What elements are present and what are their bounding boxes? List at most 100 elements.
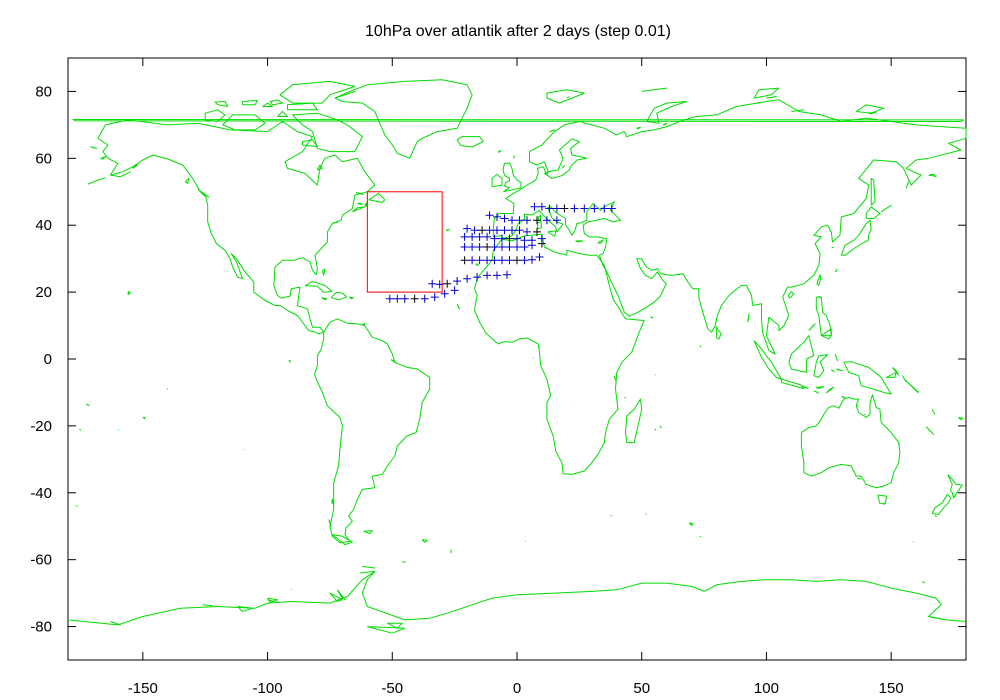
region-box xyxy=(366,191,443,293)
coastline-new-caledonia xyxy=(925,426,935,435)
coastline-puerto-rico xyxy=(349,296,354,300)
data-point xyxy=(500,214,509,223)
coastline-kolguev xyxy=(636,126,641,130)
data-point xyxy=(490,234,499,243)
coastline-sao-tome xyxy=(532,357,535,359)
coastline-melville xyxy=(841,396,846,398)
coastline-vancouver xyxy=(197,188,210,198)
data-point xyxy=(410,294,419,303)
data-point xyxy=(505,256,514,265)
coastline-new-zealand-north xyxy=(947,474,963,499)
coastline-alaska-peninsula xyxy=(110,171,131,178)
data-point xyxy=(485,211,494,220)
coastline-buru xyxy=(830,369,835,373)
coastline-sumatra xyxy=(753,340,782,380)
coastline-reunion xyxy=(654,428,657,431)
data-point xyxy=(420,294,429,303)
coastline-taymyr-isle xyxy=(791,109,805,112)
coastline-aleutians xyxy=(87,177,106,185)
data-point xyxy=(428,279,437,288)
y-tick-label: -20 xyxy=(30,418,52,435)
coastline-nova-scotia xyxy=(352,206,366,213)
data-point xyxy=(513,256,521,265)
coastline-samoa xyxy=(85,403,90,406)
coastline-bahrain xyxy=(642,271,644,273)
coastline-wellington-isle xyxy=(328,519,332,527)
data-point xyxy=(590,204,599,213)
coastline-hudson-isle xyxy=(316,164,323,171)
coastline-svalbard xyxy=(546,89,585,104)
coastline-hainan xyxy=(787,291,795,299)
data-point xyxy=(483,256,492,265)
coastline-bioko xyxy=(537,346,540,349)
data-point xyxy=(535,253,544,261)
coastline-canada-arctic-5 xyxy=(262,102,273,107)
data-point xyxy=(460,232,469,241)
coastline-greenland-ice-west xyxy=(334,90,356,99)
data-point xyxy=(513,243,521,251)
y-tick-label: 60 xyxy=(35,150,52,167)
coastline-groote xyxy=(856,404,859,407)
y-tick-label: 80 xyxy=(35,83,52,100)
coastline-java xyxy=(780,378,804,389)
data-point xyxy=(552,204,561,213)
coastline-canada-arctic-1 xyxy=(242,100,259,106)
coastline-comoros xyxy=(624,396,626,399)
data-point xyxy=(570,204,579,213)
data-point xyxy=(500,226,509,235)
coastline-cape-breton xyxy=(364,201,368,207)
y-tick-label: 40 xyxy=(35,217,52,234)
data-point xyxy=(520,256,529,265)
coastline-mindanao xyxy=(821,328,832,337)
coastline-tasmania xyxy=(877,494,888,505)
chart-title: 10hPa over atlantik after 2 days (step 0… xyxy=(365,23,671,40)
coastline-ellesmere xyxy=(279,80,356,104)
data-point xyxy=(393,294,402,303)
coastline-fraser xyxy=(898,441,900,446)
coastline-canada-arctic-2 xyxy=(269,99,283,106)
coastline-zanzibar xyxy=(613,375,616,381)
data-point xyxy=(520,236,529,245)
coastline-new-britain xyxy=(885,371,897,378)
data-point xyxy=(528,236,536,245)
x-tick-label: -50 xyxy=(381,680,403,697)
data-point xyxy=(463,274,472,283)
coastline-franz-josef xyxy=(641,87,668,92)
data-point xyxy=(530,202,539,211)
coastline-lombok xyxy=(805,386,809,390)
coastline-south-georgia xyxy=(421,539,428,543)
coastline-chatham xyxy=(75,505,78,507)
data-point xyxy=(533,216,541,225)
coastline-kodiak xyxy=(132,164,139,169)
coastline-chiloe xyxy=(331,498,335,505)
coastline-sicily xyxy=(547,230,557,237)
coastline-berkner-isle xyxy=(387,622,403,629)
data-point xyxy=(508,226,516,235)
coastline-crete xyxy=(575,240,584,243)
data-point xyxy=(537,202,546,211)
coastline-sakhalin xyxy=(870,177,876,206)
coastline-hawaii xyxy=(127,290,131,296)
x-tick-label: 0 xyxy=(513,680,521,697)
coastline-queen-charlotte xyxy=(184,177,190,184)
data-point xyxy=(552,216,561,225)
coastline-mornington xyxy=(863,413,866,416)
coastline-solomon xyxy=(905,380,920,393)
data-point xyxy=(485,226,494,235)
coastline-shetland xyxy=(512,155,515,159)
coastline-marquesas xyxy=(166,388,169,390)
coastline-lyakhovsky xyxy=(868,111,877,115)
x-tick-label: -100 xyxy=(253,680,283,697)
data-point xyxy=(493,271,501,280)
coastline-madagascar xyxy=(625,398,643,444)
coastline-hokkaido-east xyxy=(878,213,881,215)
data-point xyxy=(493,226,501,235)
coastline-severnaya xyxy=(753,87,780,99)
x-tick-label: -150 xyxy=(128,680,158,697)
coastline-canada-arctic-4 xyxy=(277,111,288,117)
coastline-cuba xyxy=(304,281,333,293)
data-point xyxy=(508,216,516,225)
data-point xyxy=(468,232,477,241)
coastline-galapagos xyxy=(288,359,291,363)
coastline-luzon-north xyxy=(818,295,822,299)
